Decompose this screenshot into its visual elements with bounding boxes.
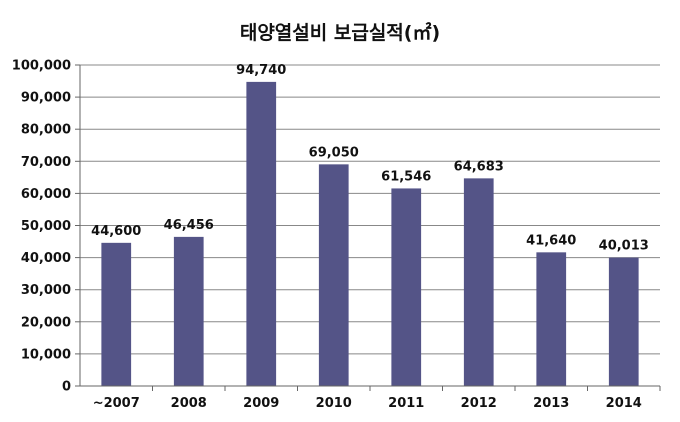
y-tick-label: 90,000 <box>21 91 71 106</box>
x-tick-label: 2010 <box>316 396 352 411</box>
x-tick-label: 2012 <box>461 396 497 411</box>
x-tick-label: 2008 <box>171 396 207 411</box>
y-tick-label: 60,000 <box>21 187 71 202</box>
bar <box>101 242 132 386</box>
x-tick-label: ~2007 <box>93 396 140 411</box>
bar <box>173 236 204 386</box>
bar <box>318 164 349 386</box>
data-label: 46,456 <box>164 218 214 233</box>
y-tick-label: 100,000 <box>12 59 71 74</box>
data-label: 40,013 <box>599 239 649 254</box>
bar <box>608 257 639 386</box>
y-tick-label: 40,000 <box>21 251 71 266</box>
x-tick-label: 2011 <box>388 396 424 411</box>
y-tick-label: 30,000 <box>21 283 71 298</box>
bar <box>536 252 567 386</box>
chart-title: 태양열설비 보급실적(㎡) <box>239 22 441 44</box>
axes <box>75 64 661 391</box>
x-tick-label: 2013 <box>533 396 569 411</box>
data-label: 44,600 <box>91 224 141 239</box>
gridlines <box>80 64 660 355</box>
y-tick-label: 0 <box>62 380 71 395</box>
y-tick-label: 50,000 <box>21 219 71 234</box>
x-tick-label: 2009 <box>243 396 279 411</box>
x-tick-label: 2014 <box>606 396 642 411</box>
y-tick-label: 80,000 <box>21 123 71 138</box>
data-label: 94,740 <box>236 63 286 78</box>
bar <box>246 81 277 387</box>
data-label: 61,546 <box>381 169 431 184</box>
data-label: 69,050 <box>309 145 359 160</box>
bar <box>391 188 422 386</box>
data-label: 64,683 <box>454 159 504 174</box>
labels: 0 10,000 20,000 30,000 40,000 50,000 60,000 70,… <box>12 59 649 412</box>
data-label: 41,640 <box>526 233 576 248</box>
bars <box>101 81 639 387</box>
y-tick-label: 70,000 <box>21 155 71 170</box>
y-tick-label: 10,000 <box>21 347 71 362</box>
y-tick-label: 20,000 <box>21 315 71 330</box>
bar <box>463 178 494 386</box>
